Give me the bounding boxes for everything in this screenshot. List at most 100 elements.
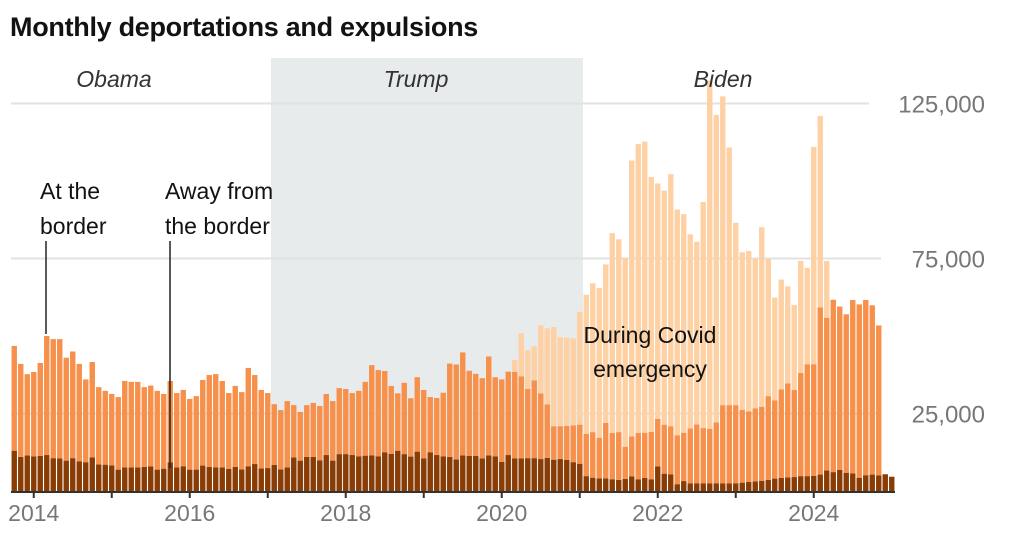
bar-at-the-border-33 [226, 393, 232, 469]
bar-during-covid-emergency-121 [798, 260, 804, 373]
bar-away-from-the-border-122 [804, 476, 810, 491]
bar-away-from-the-border-22 [154, 469, 160, 491]
bar-at-the-border-41 [278, 410, 284, 470]
bar-at-the-border-105 [694, 424, 700, 484]
bar-away-from-the-border-100 [661, 473, 667, 491]
bar-at-the-border-103 [681, 432, 687, 482]
bar-during-covid-emergency-107 [707, 80, 713, 429]
bar-away-from-the-border-99 [655, 466, 661, 491]
bar-away-from-the-border-63 [421, 458, 427, 491]
bar-during-covid-emergency-119 [785, 286, 791, 384]
bar-away-from-the-border-39 [265, 468, 271, 491]
bar-away-from-the-border-48 [323, 455, 329, 491]
bar-away-from-the-border-38 [258, 468, 264, 491]
bar-away-from-the-border-106 [700, 483, 706, 491]
bar-away-from-the-border-49 [330, 460, 336, 491]
bar-at-the-border-91 [603, 422, 609, 479]
bar-during-covid-emergency-89 [590, 283, 596, 433]
bar-away-from-the-border-121 [798, 476, 804, 491]
bar-at-the-border-31 [213, 374, 219, 468]
bar-at-the-border-109 [720, 405, 726, 484]
bar-during-covid-emergency-122 [804, 267, 810, 365]
bar-at-the-border-42 [284, 401, 290, 468]
annotation-away-line2: the border [165, 213, 270, 239]
bar-at-the-border-51 [343, 389, 349, 455]
bar-during-covid-emergency-124 [817, 115, 823, 308]
bar-at-the-border-87 [577, 424, 583, 464]
bar-away-from-the-border-96 [635, 479, 641, 491]
bar-during-covid-emergency-95 [629, 160, 635, 437]
bar-away-from-the-border-17 [122, 467, 128, 491]
bar-at-the-border-66 [440, 392, 446, 457]
bar-away-from-the-border-71 [473, 455, 479, 491]
bar-away-from-the-border-104 [687, 483, 693, 491]
bar-at-the-border-125 [824, 317, 830, 471]
bar-at-the-border-40 [271, 404, 277, 465]
bar-away-from-the-border-9 [70, 458, 76, 491]
bar-away-from-the-border-45 [304, 456, 310, 491]
bar-during-covid-emergency-87 [577, 311, 583, 425]
bar-during-covid-emergency-85 [564, 337, 570, 426]
bar-during-covid-emergency-77 [512, 359, 518, 372]
bar-at-the-border-18 [128, 381, 134, 468]
bar-during-covid-emergency-108 [713, 114, 719, 423]
bar-away-from-the-border-79 [525, 458, 531, 491]
bar-during-covid-emergency-102 [674, 209, 680, 436]
bar-at-the-border-54 [362, 381, 368, 456]
bar-away-from-the-border-40 [271, 464, 277, 491]
bar-away-from-the-border-32 [219, 467, 225, 491]
bar-at-the-border-99 [655, 418, 661, 467]
bar-away-from-the-border-72 [479, 458, 485, 491]
bar-during-covid-emergency-101 [668, 174, 674, 427]
bar-during-covid-emergency-82 [544, 328, 550, 405]
bar-away-from-the-border-23 [161, 468, 167, 491]
bar-away-from-the-border-33 [226, 468, 232, 491]
bar-away-from-the-border-69 [460, 455, 466, 491]
bar-at-the-border-5 [44, 336, 50, 456]
bar-away-from-the-border-105 [694, 483, 700, 491]
bar-during-covid-emergency-111 [733, 222, 739, 406]
x-tick-label: 2014 [8, 500, 59, 526]
bar-at-the-border-104 [687, 428, 693, 484]
bar-at-the-border-11 [83, 379, 89, 463]
bar-away-from-the-border-124 [817, 474, 823, 491]
bar-during-covid-emergency-110 [726, 147, 732, 406]
bar-at-the-border-111 [733, 405, 739, 484]
bar-at-the-border-133 [876, 325, 882, 476]
bar-during-covid-emergency-79 [525, 350, 531, 390]
bar-away-from-the-border-109 [720, 483, 726, 491]
bar-during-covid-emergency-113 [746, 251, 752, 412]
bar-away-from-the-border-66 [440, 456, 446, 491]
bar-at-the-border-48 [323, 393, 329, 456]
bar-at-the-border-124 [817, 307, 823, 475]
bar-at-the-border-90 [596, 437, 602, 479]
bar-away-from-the-border-119 [785, 477, 791, 491]
x-tick-label: 2016 [164, 500, 215, 526]
bar-away-from-the-border-26 [180, 466, 186, 491]
bar-at-the-border-62 [414, 377, 420, 452]
bar-at-the-border-79 [525, 389, 531, 459]
bar-away-from-the-border-47 [317, 460, 323, 491]
bar-during-covid-emergency-78 [518, 333, 524, 377]
bar-during-covid-emergency-94 [622, 258, 628, 447]
bar-at-the-border-82 [544, 404, 550, 458]
bar-away-from-the-border-21 [148, 466, 154, 491]
bar-away-from-the-border-113 [746, 482, 752, 491]
bar-at-the-border-89 [590, 432, 596, 478]
bar-away-from-the-border-82 [544, 457, 550, 491]
bar-away-from-the-border-41 [278, 469, 284, 491]
bar-at-the-border-75 [499, 379, 505, 462]
bar-at-the-border-108 [713, 422, 719, 484]
bar-at-the-border-119 [785, 383, 791, 478]
bar-at-the-border-118 [778, 389, 784, 478]
bar-away-from-the-border-134 [882, 474, 888, 491]
y-tick-label: 125,000 [898, 92, 985, 119]
bar-during-covid-emergency-116 [765, 259, 771, 397]
bar-at-the-border-32 [219, 380, 225, 468]
bar-during-covid-emergency-115 [759, 227, 765, 407]
bar-at-the-border-50 [336, 388, 342, 455]
bar-away-from-the-border-118 [778, 477, 784, 491]
bar-at-the-border-43 [291, 405, 297, 458]
bar-at-the-border-44 [297, 411, 303, 461]
bar-away-from-the-border-94 [622, 478, 628, 491]
